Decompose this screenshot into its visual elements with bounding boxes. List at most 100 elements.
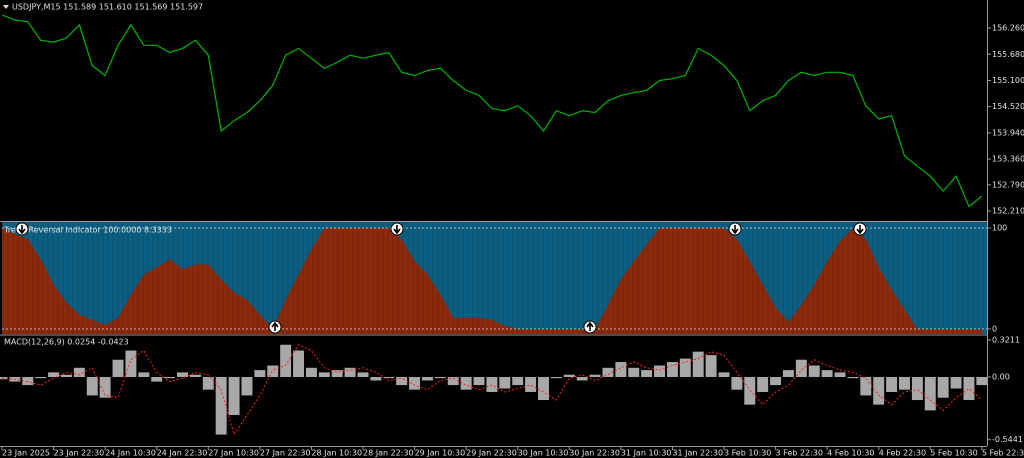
stripe — [197, 222, 199, 334]
x-tick-label: 28 Jan 22:30 — [363, 449, 414, 458]
stripe — [942, 222, 944, 334]
macd-bar — [641, 370, 653, 378]
macd-bar — [280, 344, 292, 378]
macd-bar — [886, 377, 898, 392]
stripe — [637, 222, 639, 334]
stripe — [382, 222, 384, 334]
macd-bar — [563, 374, 575, 378]
stripe — [537, 222, 539, 334]
stripe — [627, 222, 629, 334]
x-tick-label: 3 Feb 22:30 — [776, 449, 823, 458]
macd-bar — [125, 350, 137, 378]
macd-bar — [383, 377, 395, 379]
stripe — [332, 222, 334, 334]
signal-line — [1, 344, 983, 436]
x-tick-label: 30 Jan 10:30 — [518, 449, 569, 458]
stripe — [802, 222, 804, 334]
panel — [2, 222, 987, 334]
stripe — [672, 222, 674, 334]
macd-bar — [911, 377, 923, 401]
stripe — [352, 222, 354, 334]
macd-bar — [795, 359, 807, 378]
macd-bar — [937, 377, 949, 398]
stripe — [157, 222, 159, 334]
y-tick-label: 155.100 — [992, 76, 1024, 85]
stripe — [107, 222, 109, 334]
stripe — [152, 222, 154, 334]
stripe — [707, 222, 709, 334]
stripe — [307, 222, 309, 334]
stripe — [467, 222, 469, 334]
stripe — [812, 222, 814, 334]
stripe — [822, 222, 824, 334]
stripe — [552, 222, 554, 334]
stripe — [502, 222, 504, 334]
stripe — [977, 222, 979, 334]
signal-arrows — [15, 222, 867, 334]
stripe — [547, 222, 549, 334]
macd-bar — [770, 377, 782, 386]
stripe — [887, 222, 889, 334]
x-tick-label: 29 Jan 22:30 — [466, 449, 517, 458]
x-tick-label: 31 Jan 10:30 — [621, 449, 672, 458]
stripe — [602, 222, 604, 334]
stripe — [667, 222, 669, 334]
menu-triangle[interactable] — [3, 5, 9, 9]
macd-bar — [202, 377, 214, 390]
stripe — [117, 222, 119, 334]
y-tick-label: 156.260 — [992, 24, 1024, 33]
stripe — [937, 222, 939, 334]
stripe — [177, 222, 179, 334]
stripe — [682, 222, 684, 334]
x-tick-label: 27 Jan 10:30 — [208, 449, 259, 458]
stripe — [367, 222, 369, 334]
macd-bar — [254, 370, 266, 378]
stripe — [867, 222, 869, 334]
macd-bar — [615, 362, 627, 378]
x-tick-label: 23 Jan 2025 — [2, 449, 50, 458]
stripe — [362, 222, 364, 334]
macd-bar — [48, 372, 60, 378]
stripe — [817, 222, 819, 334]
stripe — [772, 222, 774, 334]
stripe — [792, 222, 794, 334]
stripe — [587, 222, 589, 334]
stripe — [212, 222, 214, 334]
macd-bar — [447, 377, 459, 386]
x-tick-label: 24 Jan 22:30 — [157, 449, 208, 458]
stripe — [582, 222, 584, 334]
stripe — [27, 222, 29, 334]
macd-bar — [99, 377, 111, 398]
stripe — [702, 222, 704, 334]
macd-bar — [679, 358, 691, 378]
stripe — [797, 222, 799, 334]
stripe — [32, 222, 34, 334]
stripe — [882, 222, 884, 334]
stripe — [847, 222, 849, 334]
x-tick-label: 24 Jan 10:30 — [105, 449, 156, 458]
macd-bar — [460, 377, 472, 390]
stripe — [122, 222, 124, 334]
stripe — [92, 222, 94, 334]
macd-bar — [35, 377, 47, 379]
stripe — [462, 222, 464, 334]
macd-bar — [293, 350, 305, 378]
macd-bar — [215, 377, 227, 435]
macd-bar — [525, 377, 537, 392]
stripe — [202, 222, 204, 334]
stripe — [932, 222, 934, 334]
stripe — [747, 222, 749, 334]
stripe — [132, 222, 134, 334]
macd-bar — [976, 377, 988, 386]
macd-bar — [241, 377, 253, 396]
stripe — [837, 222, 839, 334]
stripe — [567, 222, 569, 334]
x-tick-label: 27 Jan 22:30 — [260, 449, 311, 458]
stripe — [787, 222, 789, 334]
macd-bar — [628, 367, 640, 378]
macd-bar — [228, 377, 240, 416]
stripe — [512, 222, 514, 334]
macd-bar — [602, 367, 614, 378]
stripe — [957, 222, 959, 334]
macd-bar — [705, 355, 717, 378]
